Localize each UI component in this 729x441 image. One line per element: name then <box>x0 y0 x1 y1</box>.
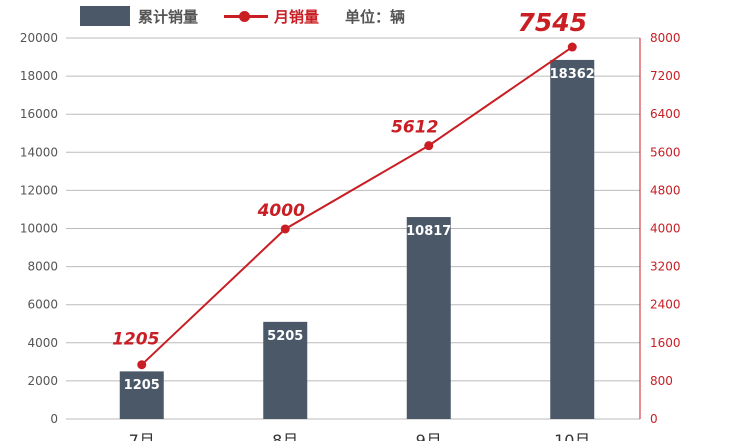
y-left-tick-label: 20000 <box>20 31 58 45</box>
legend-item-bar: 累计销量 <box>80 6 198 27</box>
legend-unit: 单位：辆 <box>345 6 405 27</box>
y-left-tick-label: 16000 <box>20 107 58 121</box>
y-right-tick-label: 5600 <box>650 145 681 159</box>
series-line <box>141 46 573 366</box>
y-left-tick-label: 2000 <box>27 374 58 388</box>
line-data-label: 5612 <box>391 118 438 138</box>
line-point <box>280 224 290 234</box>
y-left-tick-label: 0 <box>50 412 58 426</box>
y-right-tick-label: 4000 <box>650 222 681 236</box>
bar <box>406 217 451 419</box>
y-left-tick-label: 6000 <box>27 298 58 312</box>
unit-text: 单位：辆 <box>345 7 406 26</box>
y-right-tick-label: 7200 <box>650 69 681 83</box>
legend-line-swatch <box>224 6 269 26</box>
y-left-tick-label: 14000 <box>20 145 58 159</box>
x-tick-label: 8月 <box>272 431 298 441</box>
line-point <box>424 141 434 151</box>
y-right-tick-label: 1600 <box>650 336 681 350</box>
legend-line-label: 月销量 <box>274 7 320 26</box>
line-data-label: 7545 <box>517 8 587 37</box>
y-right-tick-label: 0 <box>650 412 658 426</box>
y-right-tick-label: 6400 <box>650 107 681 121</box>
x-tick-label: 9月 <box>416 431 442 441</box>
x-tick-label: 7月 <box>129 431 155 441</box>
x-tick-label: 10月 <box>554 431 590 441</box>
line-data-label: 4000 <box>257 201 305 221</box>
y-right-tick-label: 8000 <box>650 31 681 45</box>
legend-bar-label: 累计销量 <box>138 7 199 26</box>
line-data-label: 1205 <box>112 330 159 350</box>
legend-bar-swatch <box>80 6 130 26</box>
y-right-tick-label: 3200 <box>650 260 681 274</box>
y-left-tick-label: 12000 <box>20 183 58 197</box>
legend: 累计销量 月销量 单位：辆 <box>80 4 431 28</box>
y-left-tick-label: 4000 <box>27 336 58 350</box>
y-right-tick-label: 2400 <box>650 298 681 312</box>
line-point <box>567 42 577 52</box>
y-left-tick-label: 10000 <box>20 222 58 236</box>
y-left-tick-label: 8000 <box>27 260 58 274</box>
y-right-tick-label: 800 <box>650 374 673 388</box>
bar <box>550 59 595 419</box>
bar-data-label: 18362 <box>550 67 595 82</box>
bar-data-label: 5205 <box>267 329 303 344</box>
y-left-tick-label: 18000 <box>20 69 58 83</box>
bar <box>119 371 164 419</box>
bar <box>263 321 308 419</box>
bar-data-label: 10817 <box>406 224 451 239</box>
legend-item-line: 月销量 <box>224 6 319 27</box>
line-point <box>137 360 147 370</box>
y-right-tick-label: 4800 <box>650 183 681 197</box>
bar-data-label: 1205 <box>124 378 160 393</box>
